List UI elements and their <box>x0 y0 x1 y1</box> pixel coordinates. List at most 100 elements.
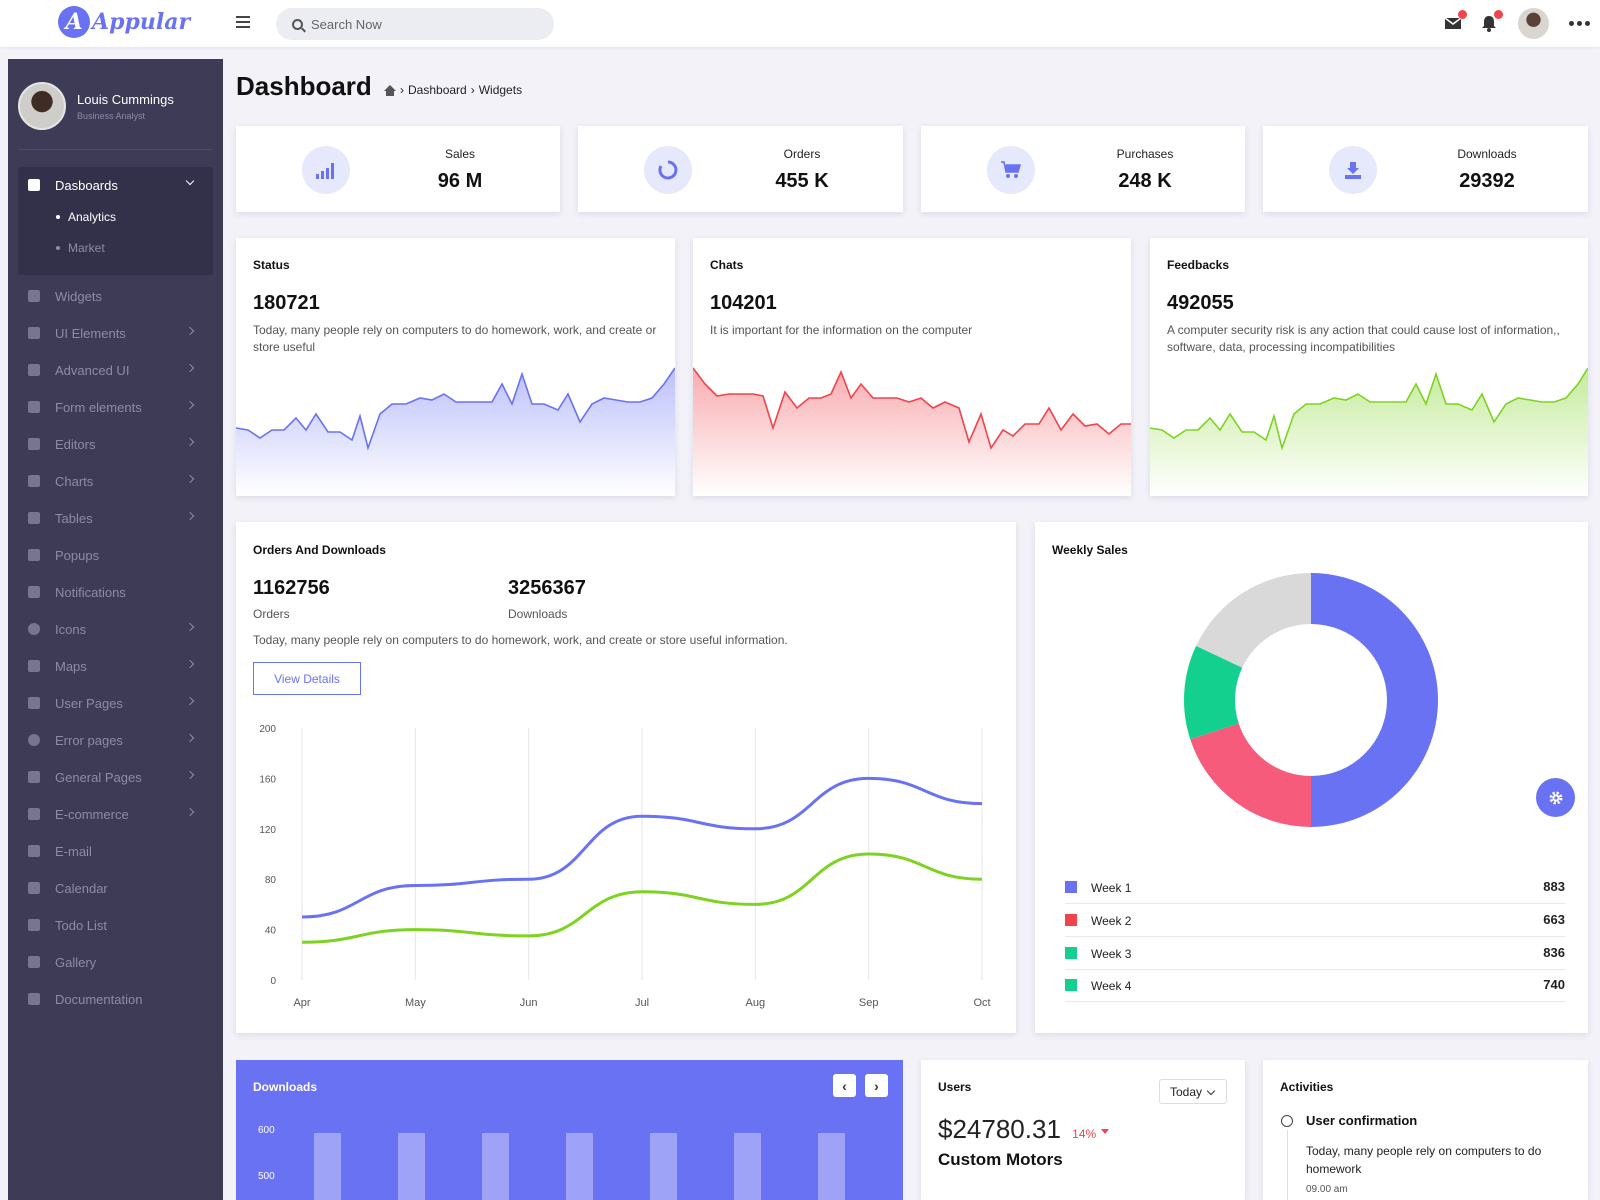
sidebar-item-error-pages[interactable]: Error pages <box>18 728 213 752</box>
app-name: Appular <box>92 9 191 35</box>
hamburger-menu-icon[interactable] <box>236 16 250 29</box>
sidebar-item-user-pages[interactable]: User Pages <box>18 691 213 715</box>
y-tick-label: 40 <box>265 926 277 937</box>
gear-icon <box>1549 791 1562 804</box>
y-tick-label: 200 <box>259 724 276 735</box>
alert-icon <box>28 734 40 746</box>
sidebar-item-popups[interactable]: Popups <box>18 543 213 567</box>
card-title: Status <box>253 258 290 272</box>
search-input[interactable] <box>311 16 531 32</box>
sidebar-item-widgets[interactable]: Widgets <box>18 284 213 308</box>
period-select[interactable]: Today <box>1159 1079 1227 1104</box>
circle-notch-icon <box>644 146 692 194</box>
x-tick-label: Jun <box>520 997 538 1009</box>
stat-value: 29392 <box>1459 170 1515 192</box>
downloads-label: Downloads <box>508 607 568 621</box>
sidebar-item-editors[interactable]: Editors <box>18 432 213 456</box>
percent-change: 14% <box>1072 1127 1097 1141</box>
sidebar-item-general-pages[interactable]: General Pages <box>18 765 213 789</box>
stat-value: 248 K <box>1118 170 1172 192</box>
breadcrumb-item[interactable]: Dashboard <box>408 83 467 97</box>
chevron-right-icon <box>185 437 195 447</box>
sidebar-item-label: Widgets <box>55 288 102 304</box>
settings-gear-button[interactable] <box>1536 778 1575 817</box>
breadcrumb-separator: › <box>400 83 404 97</box>
legend-label: Week 4 <box>1091 979 1132 993</box>
calendar-icon <box>28 882 40 894</box>
series-line <box>301 776 983 919</box>
pie-chart-icon <box>28 475 40 487</box>
document-icon <box>28 993 40 1005</box>
feedbacks-sparkline <box>1150 367 1588 496</box>
sidebar-subitem-market[interactable]: Market <box>56 241 105 255</box>
chevron-right-icon <box>185 807 195 817</box>
sidebar-item-label: General Pages <box>55 769 142 785</box>
sidebar-item-tables[interactable]: Tables <box>18 506 213 530</box>
sidebar-item-advanced-ui[interactable]: Advanced UI <box>18 358 213 382</box>
x-tick-label: May <box>405 997 426 1009</box>
sidebar-item-charts[interactable]: Charts <box>18 469 213 493</box>
orders-downloads-description: Today, many people rely on computers to … <box>253 633 788 647</box>
sidebar-item-gallery[interactable]: Gallery <box>18 950 213 974</box>
chevron-right-icon <box>185 400 195 410</box>
prev-arrow-button[interactable]: ‹ <box>833 1074 856 1097</box>
home-icon[interactable] <box>383 84 396 96</box>
donut-slice <box>1311 573 1438 827</box>
sidebar-profile[interactable]: Louis Cummings Business Analyst <box>18 82 174 130</box>
timeline-line <box>1287 1130 1288 1200</box>
sidebar-item-label: Advanced UI <box>55 362 130 378</box>
legend-swatch <box>1065 881 1077 893</box>
sidebar-item-icons[interactable]: Icons <box>18 617 213 641</box>
file-icon <box>28 771 40 783</box>
status-description: Today, many people rely on computers to … <box>253 323 657 354</box>
search-box[interactable] <box>276 8 554 40</box>
downloads-bar-card: Downloads ‹ › 600 500 <box>236 1060 903 1200</box>
chats-value: 104201 <box>710 292 777 314</box>
sidebar-item-ui-elements[interactable]: UI Elements <box>18 321 213 345</box>
feedbacks-card: Feedbacks 492055 A computer security ris… <box>1150 238 1588 496</box>
chats-sparkline <box>693 367 1131 496</box>
sidebar-item-documentation[interactable]: Documentation <box>18 987 213 1011</box>
sidebar-item-maps[interactable]: Maps <box>18 654 213 678</box>
next-arrow-button[interactable]: › <box>865 1074 888 1097</box>
feedbacks-description: A computer security risk is any action t… <box>1167 323 1560 354</box>
chevron-right-icon <box>185 511 195 521</box>
sidebar-item-todo-list[interactable]: Todo List <box>18 913 213 937</box>
bell-icon[interactable] <box>1479 10 1503 33</box>
chevron-right-icon <box>185 659 195 669</box>
edit-icon <box>28 438 40 450</box>
sidebar-item-email[interactable]: E-mail <box>18 839 213 863</box>
donut-slice <box>1184 645 1243 740</box>
circle-icon <box>28 623 40 635</box>
sidebar-item-label: Documentation <box>55 991 143 1007</box>
amount-value: $24780.31 <box>938 1114 1061 1144</box>
sidebar-item-notifications[interactable]: Notifications <box>18 580 213 604</box>
activities-card: Activities User confirmation Today, many… <box>1263 1060 1588 1200</box>
sidebar-item-label: Icons <box>55 621 87 637</box>
status-value: 180721 <box>253 292 320 314</box>
user-avatar[interactable] <box>1518 8 1549 39</box>
sidebar-item-ecommerce[interactable]: E-commerce <box>18 802 213 826</box>
users-card: Users Today $24780.31 14% Custom Motors <box>921 1060 1245 1200</box>
sidebar-item-form-elements[interactable]: Form elements <box>18 395 213 419</box>
sidebar-item-label: Form elements <box>55 399 142 415</box>
bar <box>314 1133 341 1200</box>
mail-icon[interactable] <box>1443 10 1467 33</box>
view-details-button[interactable]: View Details <box>253 662 361 695</box>
sidebar-item-dashboards[interactable]: Dasboards <box>18 173 213 197</box>
stat-card-orders: Orders 455 K <box>578 126 903 212</box>
y-tick-label: 160 <box>259 774 276 785</box>
legend-label: Week 3 <box>1091 947 1132 961</box>
caret-down-icon <box>1101 1128 1110 1134</box>
sidebar-item-calendar[interactable]: Calendar <box>18 876 213 900</box>
downloads-value: 3256367 <box>508 577 586 599</box>
stat-value: 455 K <box>775 170 829 192</box>
sidebar-item-label: User Pages <box>55 695 123 711</box>
legend-swatch <box>1065 947 1077 959</box>
sidebar-item-label: Notifications <box>55 584 126 600</box>
sidebar-subitem-analytics[interactable]: Analytics <box>56 210 116 224</box>
more-options-icon[interactable] <box>1569 21 1590 26</box>
status-card: Status 180721 Today, many people rely on… <box>236 238 675 496</box>
app-logo[interactable]: A Appular <box>58 6 190 38</box>
bar <box>650 1133 677 1200</box>
